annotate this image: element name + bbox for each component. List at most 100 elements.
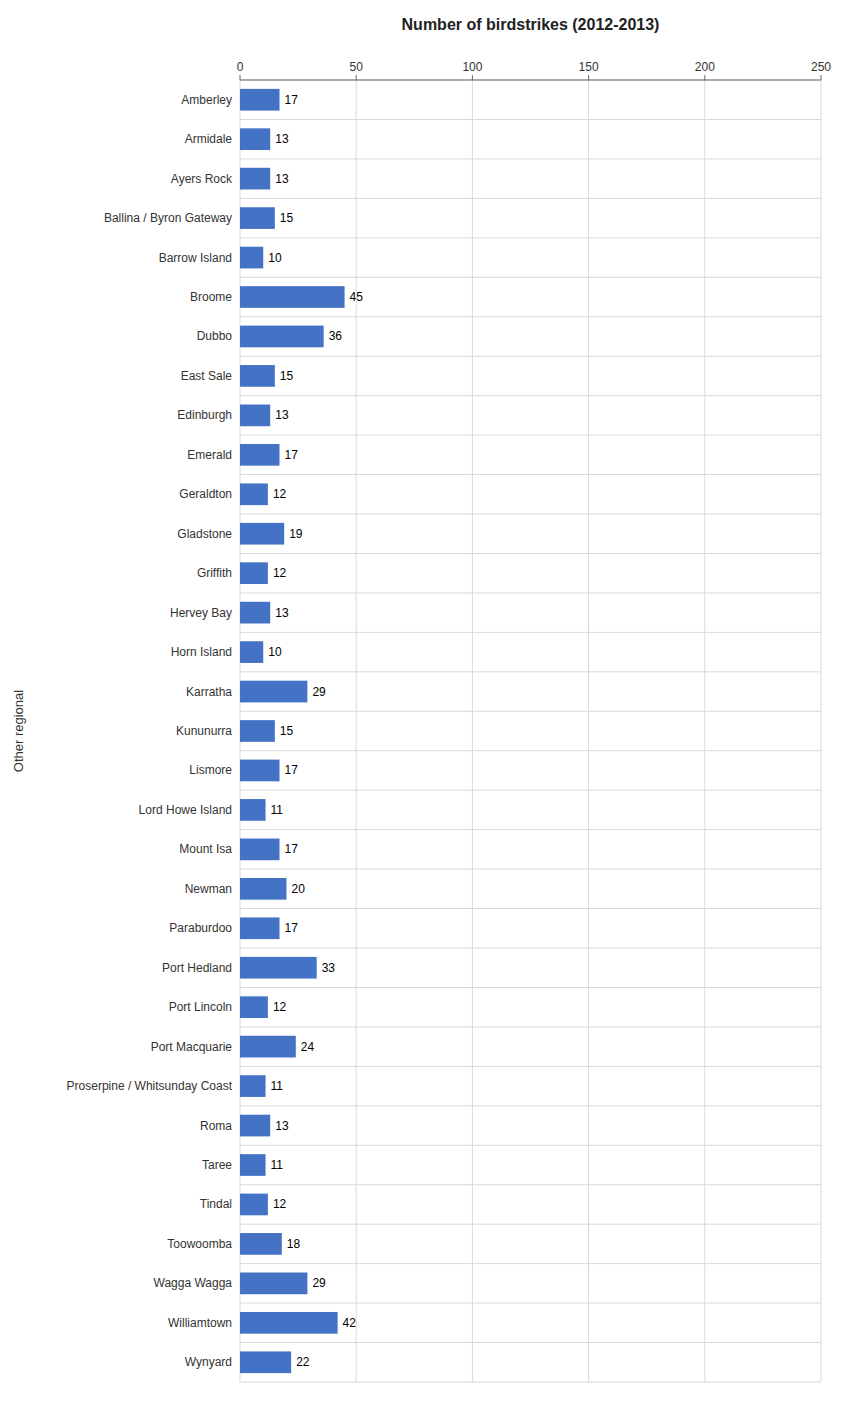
category-label: Port Hedland: [162, 961, 232, 975]
row-separator: [240, 869, 821, 870]
bar: [240, 523, 284, 545]
grid-line: [472, 80, 473, 1382]
bar: [240, 1036, 296, 1058]
row-separator: [240, 1263, 821, 1264]
bar: [240, 326, 324, 348]
axis-line: [240, 80, 821, 81]
data-label: 17: [285, 842, 299, 856]
row-separator: [240, 671, 821, 672]
row-separator: [240, 356, 821, 357]
category-label: Proserpine / Whitsunday Coast: [67, 1079, 233, 1093]
tick-mark: [356, 75, 357, 80]
bar: [240, 247, 263, 269]
grid-line: [821, 80, 822, 1382]
data-label: 13: [275, 606, 289, 620]
bar: [240, 1233, 282, 1255]
data-label: 19: [289, 527, 303, 541]
data-label: 24: [301, 1040, 315, 1054]
bar: [240, 839, 280, 861]
bar: [240, 878, 286, 900]
grid-line: [356, 80, 357, 1382]
bar: [240, 562, 268, 584]
tick-label: 200: [695, 60, 715, 74]
category-label: Dubbo: [197, 329, 233, 343]
bar: [240, 1115, 270, 1137]
row-separator: [240, 1066, 821, 1067]
bar: [240, 365, 275, 387]
category-label: Tindal: [200, 1197, 232, 1211]
grid-line: [588, 80, 589, 1382]
bar: [240, 799, 266, 821]
category-label: East Sale: [181, 369, 233, 383]
data-label: 13: [275, 172, 289, 186]
tick-mark: [472, 75, 473, 80]
data-label: 17: [285, 921, 299, 935]
row-separator: [240, 553, 821, 554]
tick-mark: [240, 75, 241, 80]
category-label: Toowoomba: [167, 1237, 232, 1251]
category-label: Lismore: [189, 763, 232, 777]
category-label: Barrow Island: [159, 251, 232, 265]
x-axis: 050100150200250: [237, 60, 832, 80]
data-label: 13: [275, 408, 289, 422]
row-separator: [240, 1026, 821, 1027]
category-label: Ballina / Byron Gateway: [104, 211, 232, 225]
data-label: 29: [312, 685, 326, 699]
row-separator: [240, 277, 821, 278]
row-separator: [240, 908, 821, 909]
row-separator: [240, 790, 821, 791]
bar: [240, 957, 317, 979]
row-separator: [240, 1342, 821, 1343]
bar: [240, 128, 270, 150]
row-separator: [240, 948, 821, 949]
row-separator: [240, 198, 821, 199]
row-separator: [240, 237, 821, 238]
bar: [240, 207, 275, 229]
category-label: Amberley: [181, 93, 232, 107]
tick-label: 0: [237, 60, 244, 74]
data-label: 10: [268, 251, 282, 265]
row-separator: [240, 316, 821, 317]
row-separator: [240, 474, 821, 475]
bar: [240, 1273, 307, 1295]
bar: [240, 1075, 266, 1097]
chart: 050100150200250AmberleyArmidaleAyers Roc…: [0, 0, 861, 1407]
category-label: Williamtown: [168, 1316, 232, 1330]
data-label: 17: [285, 93, 299, 107]
bar: [240, 168, 270, 190]
row-separator: [240, 987, 821, 988]
data-label: 33: [322, 961, 336, 975]
category-label: Roma: [200, 1119, 232, 1133]
row-separator: [240, 395, 821, 396]
category-label: Horn Island: [171, 645, 232, 659]
category-label: Newman: [185, 882, 232, 896]
data-label: 22: [296, 1355, 310, 1369]
bar: [240, 1312, 338, 1334]
bar: [240, 483, 268, 505]
row-separator: [240, 1303, 821, 1304]
row-separator: [240, 80, 821, 81]
grid-line: [704, 80, 705, 1382]
bar: [240, 681, 307, 703]
tick-label: 50: [350, 60, 364, 74]
category-label: Wynyard: [185, 1355, 232, 1369]
row-separator: [240, 750, 821, 751]
category-label: Paraburdoo: [169, 921, 232, 935]
title: Number of birdstrikes (2012-2013): [402, 16, 660, 33]
category-label: Ayers Rock: [171, 172, 233, 186]
row-separator: [240, 1382, 821, 1383]
row-separator: [240, 158, 821, 159]
data-label: 10: [268, 645, 282, 659]
data-label: 29: [312, 1276, 326, 1290]
category-label: Broome: [190, 290, 232, 304]
tick-mark: [704, 75, 705, 80]
category-label: Port Lincoln: [169, 1000, 232, 1014]
data-label: 12: [273, 566, 287, 580]
data-label: 45: [350, 290, 364, 304]
row-separator: [240, 119, 821, 120]
bar: [240, 641, 263, 663]
data-label: 11: [271, 803, 284, 817]
data-label: 15: [280, 369, 294, 383]
bar: [240, 917, 280, 939]
data-label: 11: [271, 1079, 284, 1093]
